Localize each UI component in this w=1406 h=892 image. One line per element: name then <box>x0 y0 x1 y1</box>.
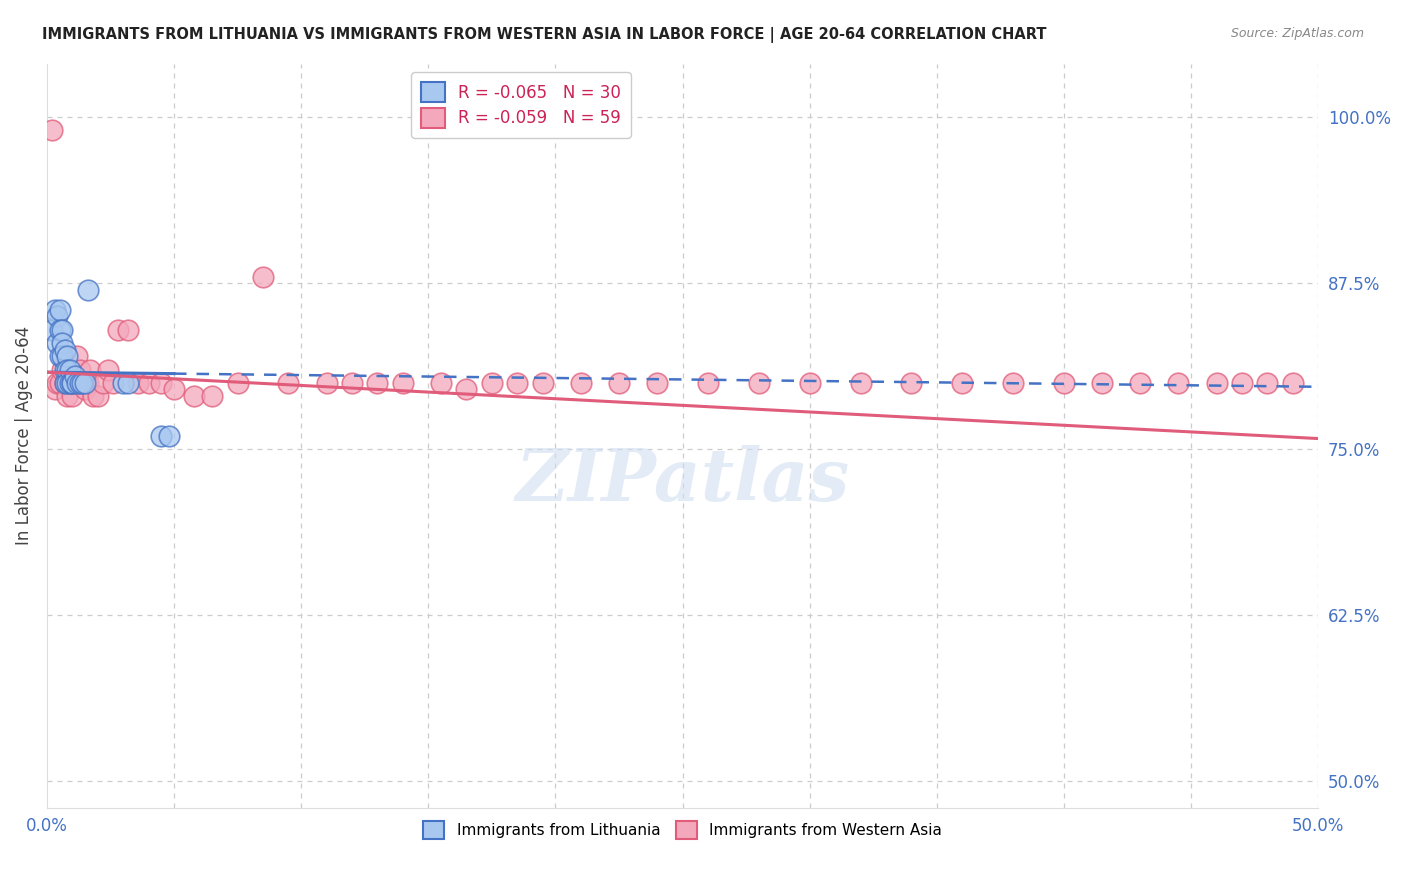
Point <box>60 376 83 390</box>
Point <box>73 383 96 397</box>
Point <box>101 376 124 390</box>
Point <box>183 389 205 403</box>
Point <box>1205 376 1227 390</box>
Point <box>51 349 73 363</box>
Point <box>340 376 363 390</box>
Point <box>69 362 91 376</box>
Point <box>53 362 76 376</box>
Point <box>72 376 94 390</box>
Point <box>315 376 337 390</box>
Y-axis label: In Labor Force | Age 20-64: In Labor Force | Age 20-64 <box>15 326 32 546</box>
Point <box>117 323 139 337</box>
Point <box>59 376 82 390</box>
Point <box>127 376 149 390</box>
Point <box>1282 376 1305 390</box>
Point <box>799 376 821 390</box>
Point <box>1002 376 1025 390</box>
Point <box>69 376 91 390</box>
Legend: Immigrants from Lithuania, Immigrants from Western Asia: Immigrants from Lithuania, Immigrants fr… <box>418 815 948 845</box>
Point <box>107 323 129 337</box>
Point <box>53 343 76 357</box>
Point <box>1053 376 1076 390</box>
Point <box>63 369 86 384</box>
Point <box>1167 376 1189 390</box>
Point <box>697 376 720 390</box>
Point <box>76 283 98 297</box>
Point <box>48 376 70 390</box>
Point <box>201 389 224 403</box>
Point <box>849 376 872 390</box>
Point <box>56 349 79 363</box>
Point <box>82 389 104 403</box>
Point <box>366 376 388 390</box>
Point <box>41 123 63 137</box>
Text: IMMIGRANTS FROM LITHUANIA VS IMMIGRANTS FROM WESTERN ASIA IN LABOR FORCE | AGE 2: IMMIGRANTS FROM LITHUANIA VS IMMIGRANTS … <box>42 27 1046 43</box>
Point <box>59 362 82 376</box>
Point <box>79 362 101 376</box>
Point <box>569 376 592 390</box>
Point <box>56 389 79 403</box>
Point <box>59 376 82 390</box>
Point <box>44 383 66 397</box>
Point <box>46 310 69 324</box>
Point <box>46 376 69 390</box>
Point <box>157 429 180 443</box>
Point <box>645 376 668 390</box>
Point <box>46 335 69 350</box>
Point <box>481 376 503 390</box>
Point <box>748 376 770 390</box>
Point <box>1129 376 1152 390</box>
Point <box>1091 376 1114 390</box>
Point <box>1230 376 1253 390</box>
Point <box>41 323 63 337</box>
Point <box>56 362 79 376</box>
Point <box>73 376 96 390</box>
Text: ZIPatlas: ZIPatlas <box>516 445 849 516</box>
Text: Source: ZipAtlas.com: Source: ZipAtlas.com <box>1230 27 1364 40</box>
Point <box>72 376 94 390</box>
Point <box>56 376 79 390</box>
Point <box>97 362 120 376</box>
Point <box>226 376 249 390</box>
Point <box>900 376 922 390</box>
Point <box>53 376 76 390</box>
Point <box>48 302 70 317</box>
Point <box>66 349 89 363</box>
Point <box>60 389 83 403</box>
Point <box>66 376 89 390</box>
Point <box>48 349 70 363</box>
Point <box>51 362 73 376</box>
Point <box>87 389 110 403</box>
Point <box>430 376 453 390</box>
Point <box>950 376 973 390</box>
Point <box>456 383 478 397</box>
Point <box>91 376 114 390</box>
Point <box>531 376 554 390</box>
Point <box>163 383 186 397</box>
Point <box>150 429 173 443</box>
Point <box>138 376 160 390</box>
Point <box>51 323 73 337</box>
Point <box>60 376 83 390</box>
Point <box>1256 376 1278 390</box>
Point <box>48 323 70 337</box>
Point <box>76 376 98 390</box>
Point <box>53 376 76 390</box>
Point <box>607 376 630 390</box>
Point <box>117 376 139 390</box>
Point <box>506 376 529 390</box>
Point <box>277 376 299 390</box>
Point <box>112 376 135 390</box>
Point <box>51 335 73 350</box>
Point <box>150 376 173 390</box>
Point <box>252 269 274 284</box>
Point <box>63 376 86 390</box>
Point <box>392 376 415 390</box>
Point <box>44 302 66 317</box>
